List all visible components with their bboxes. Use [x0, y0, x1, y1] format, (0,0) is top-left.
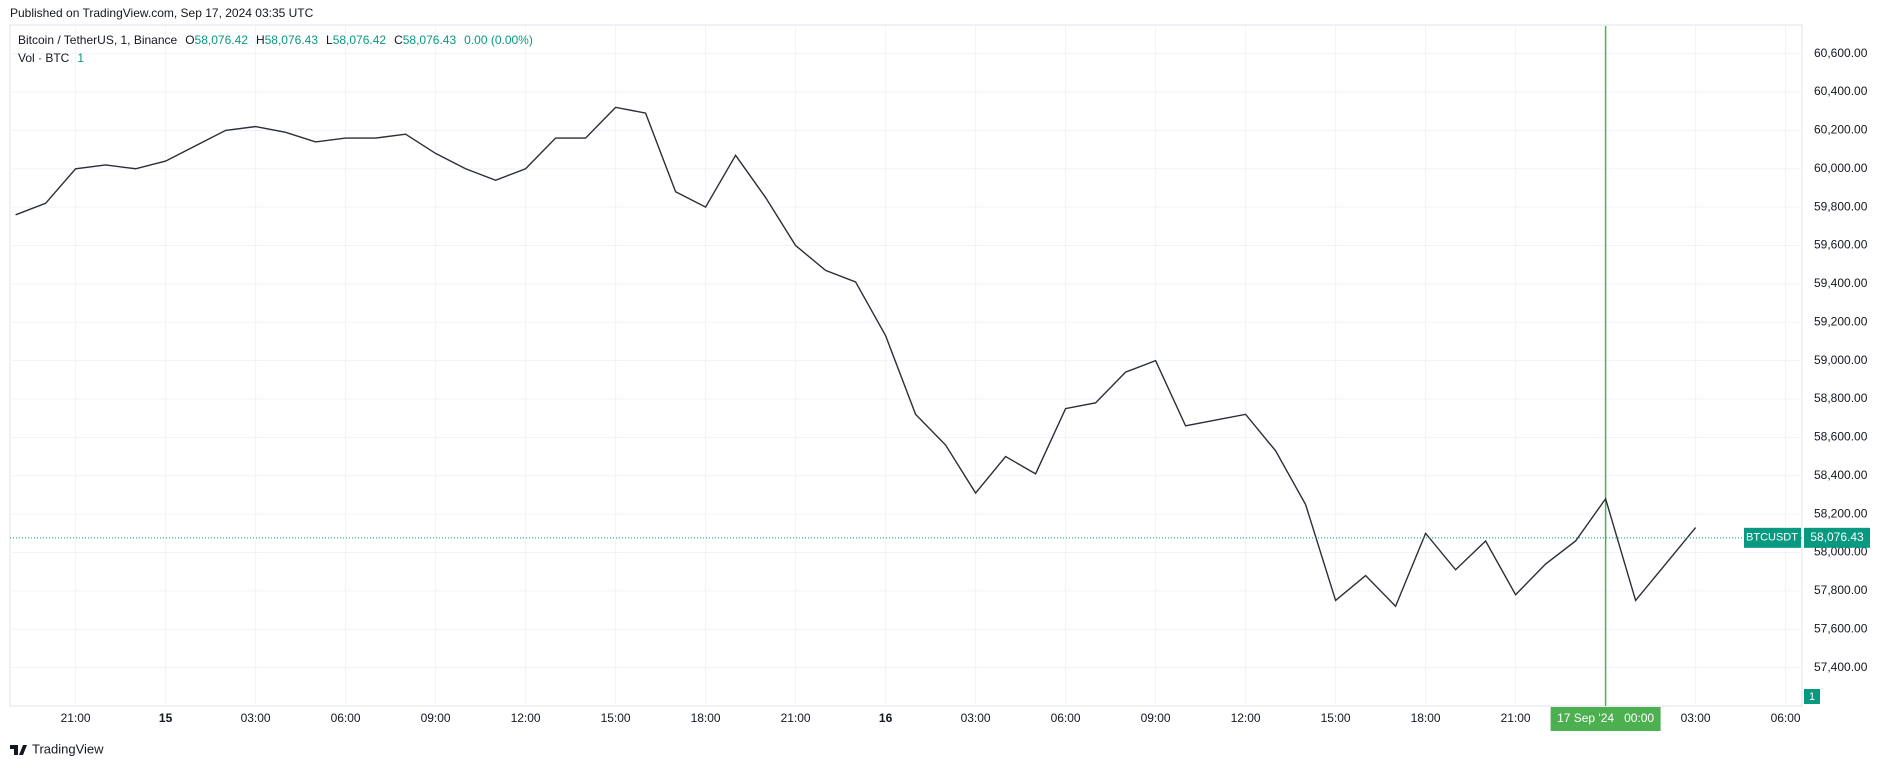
x-tick-label: 15:00	[1321, 711, 1351, 725]
x-tick-label: 15	[159, 711, 173, 725]
x-tick-label: 21:00	[781, 711, 811, 725]
y-tick-label: 59,600.00	[1814, 238, 1868, 252]
y-tick-label: 59,000.00	[1814, 353, 1868, 367]
y-tick-label: 58,800.00	[1814, 391, 1868, 405]
x-tick-label: 09:00	[1141, 711, 1171, 725]
y-tick-label: 57,800.00	[1814, 583, 1868, 597]
y-tick-label: 60,200.00	[1814, 123, 1868, 137]
x-tick-label: 21:00	[1501, 711, 1531, 725]
volume-legend: Vol · BTC 1	[18, 51, 84, 65]
y-tick-label: 60,600.00	[1814, 46, 1868, 60]
last-price-label: 58,076.43	[1810, 530, 1864, 544]
ohlc-value: 58,076.43	[265, 33, 319, 47]
x-tick-label: 16	[879, 711, 893, 725]
x-tick-label: 06:00	[1051, 711, 1081, 725]
ohlc-key: C	[394, 33, 403, 47]
x-tick-label: 18:00	[691, 711, 721, 725]
x-tick-label: 12:00	[511, 711, 541, 725]
x-tick-label: 03:00	[1681, 711, 1711, 725]
x-tick-label: 06:00	[331, 711, 361, 725]
ohlc-key: H	[256, 33, 265, 47]
plot-frame	[9, 24, 1803, 707]
volume-value: 1	[77, 51, 84, 65]
x-tick-label: 06:00	[1771, 711, 1801, 725]
y-tick-label: 59,400.00	[1814, 276, 1868, 290]
crosshair-label-box	[1550, 707, 1661, 731]
ohlc-value: 58,076.43	[403, 33, 457, 47]
published: Published on TradingView.com, Sep 17, 20…	[10, 6, 314, 20]
footer: TradingView	[32, 741, 104, 756]
y-tick-label: 57,600.00	[1814, 621, 1868, 635]
volume-name: Vol · BTC	[18, 51, 70, 65]
ohlc-value: 58,076.42	[195, 33, 249, 47]
x-tick-label: 03:00	[241, 711, 271, 725]
y-tick-label: 60,400.00	[1814, 84, 1868, 98]
logo	[10, 745, 27, 755]
y-tick-label: 58,400.00	[1814, 468, 1868, 482]
volume-badge-box	[1804, 689, 1820, 704]
volume-badge: 1	[1809, 691, 1815, 703]
y-tick-label: 58,000.00	[1814, 545, 1868, 559]
change: 0.00 (0.00%)	[464, 33, 533, 47]
last-price-box	[1804, 527, 1870, 548]
x-tick-label: 21:00	[61, 711, 91, 725]
y-tick-label: 58,200.00	[1814, 506, 1868, 520]
ohlc-value: 58,076.42	[333, 33, 387, 47]
symbol: Bitcoin / TetherUS, 1, Binance	[18, 33, 178, 47]
x-tick-label: 15:00	[601, 711, 631, 725]
ohlc-key: O	[185, 33, 194, 47]
symbol-tag: BTCUSDT	[1746, 532, 1798, 544]
logo-icon	[10, 745, 27, 755]
legend: Bitcoin / TetherUS, 1, Binance O58,076.42…	[18, 33, 533, 47]
symbol-tag-box	[1744, 527, 1801, 548]
x-tick-label: 12:00	[1231, 711, 1261, 725]
x-tick-label: 09:00	[421, 711, 451, 725]
y-tick-label: 59,200.00	[1814, 314, 1868, 328]
x-tick-label: 18:00	[1411, 711, 1441, 725]
y-tick-label: 58,600.00	[1814, 430, 1868, 444]
x-tick-label: 03:00	[961, 711, 991, 725]
crosshair-label: 17 Sep '24 00:00	[1557, 711, 1654, 725]
y-tick-label: 57,400.00	[1814, 660, 1868, 674]
ohlc-key: L	[326, 33, 333, 47]
price-line	[15, 106, 1697, 608]
y-tick-label: 59,800.00	[1814, 199, 1868, 213]
y-tick-label: 60,000.00	[1814, 161, 1868, 175]
